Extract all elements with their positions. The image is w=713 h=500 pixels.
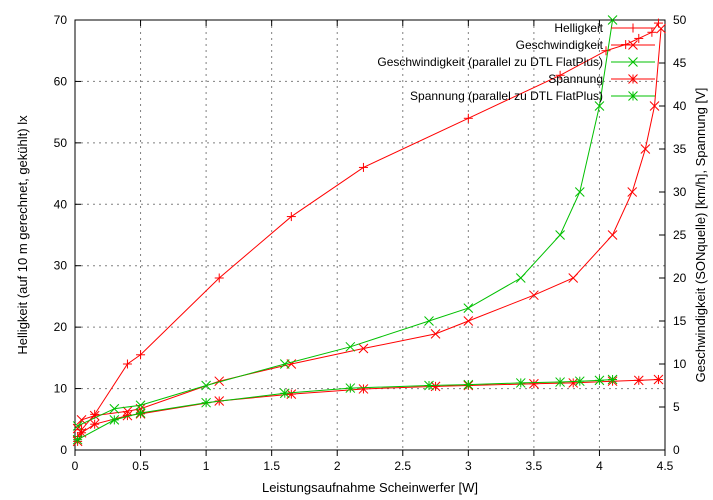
y-right-tick-label: 25: [673, 228, 687, 242]
y-left-tick-label: 0: [60, 443, 67, 457]
y-right-axis-label: Geschwindigkeit (SONquelle) [km/h], Span…: [693, 88, 708, 383]
x-tick-label: 1.5: [263, 459, 280, 473]
y-right-tick-label: 0: [673, 443, 680, 457]
x-tick-label: 2: [334, 459, 341, 473]
y-right-tick-label: 5: [673, 400, 680, 414]
y-right-tick-label: 10: [673, 357, 687, 371]
legend-label: Spannung (parallel zu DTL FlatPlus): [410, 89, 603, 103]
legend-label: Geschwindigkeit: [516, 38, 604, 52]
y-left-tick-label: 60: [54, 74, 68, 88]
legend-label: Spannung: [548, 72, 603, 86]
y-left-tick-label: 40: [54, 197, 68, 211]
y-right-tick-label: 20: [673, 271, 687, 285]
x-tick-label: 2.5: [394, 459, 411, 473]
x-tick-label: 4.5: [657, 459, 674, 473]
x-tick-label: 0.5: [132, 459, 149, 473]
y-right-tick-label: 35: [673, 142, 687, 156]
y-right-tick-label: 45: [673, 56, 687, 70]
y-left-tick-label: 70: [54, 13, 68, 27]
x-tick-label: 1: [203, 459, 210, 473]
y-right-tick-label: 50: [673, 13, 687, 27]
y-left-tick-label: 20: [54, 320, 68, 334]
y-right-tick-label: 30: [673, 185, 687, 199]
x-tick-label: 4: [596, 459, 603, 473]
y-left-tick-label: 10: [54, 382, 68, 396]
x-axis-label: Leistungsaufnahme Scheinwerfer [W]: [262, 480, 478, 495]
x-tick-label: 3.5: [526, 459, 543, 473]
y-right-tick-label: 15: [673, 314, 687, 328]
legend-label: Helligkeit: [554, 21, 603, 35]
y-left-axis-label: Helligkeit (auf 10 m gerechnet, gekühlt)…: [15, 115, 30, 355]
x-tick-label: 0: [72, 459, 79, 473]
legend-label: Geschwindigkeit (parallel zu DTL FlatPlu…: [377, 55, 603, 69]
chart-canvas: 0 0.5 1 1.5 2 2.5 3 3.5 4 4.5 0 10 20 30 40 50 60 70 0 5 10 1…: [0, 0, 713, 500]
y-left-tick-label: 50: [54, 136, 68, 150]
y-right-tick-label: 40: [673, 99, 687, 113]
y-left-tick-label: 30: [54, 259, 68, 273]
x-tick-label: 3: [465, 459, 472, 473]
